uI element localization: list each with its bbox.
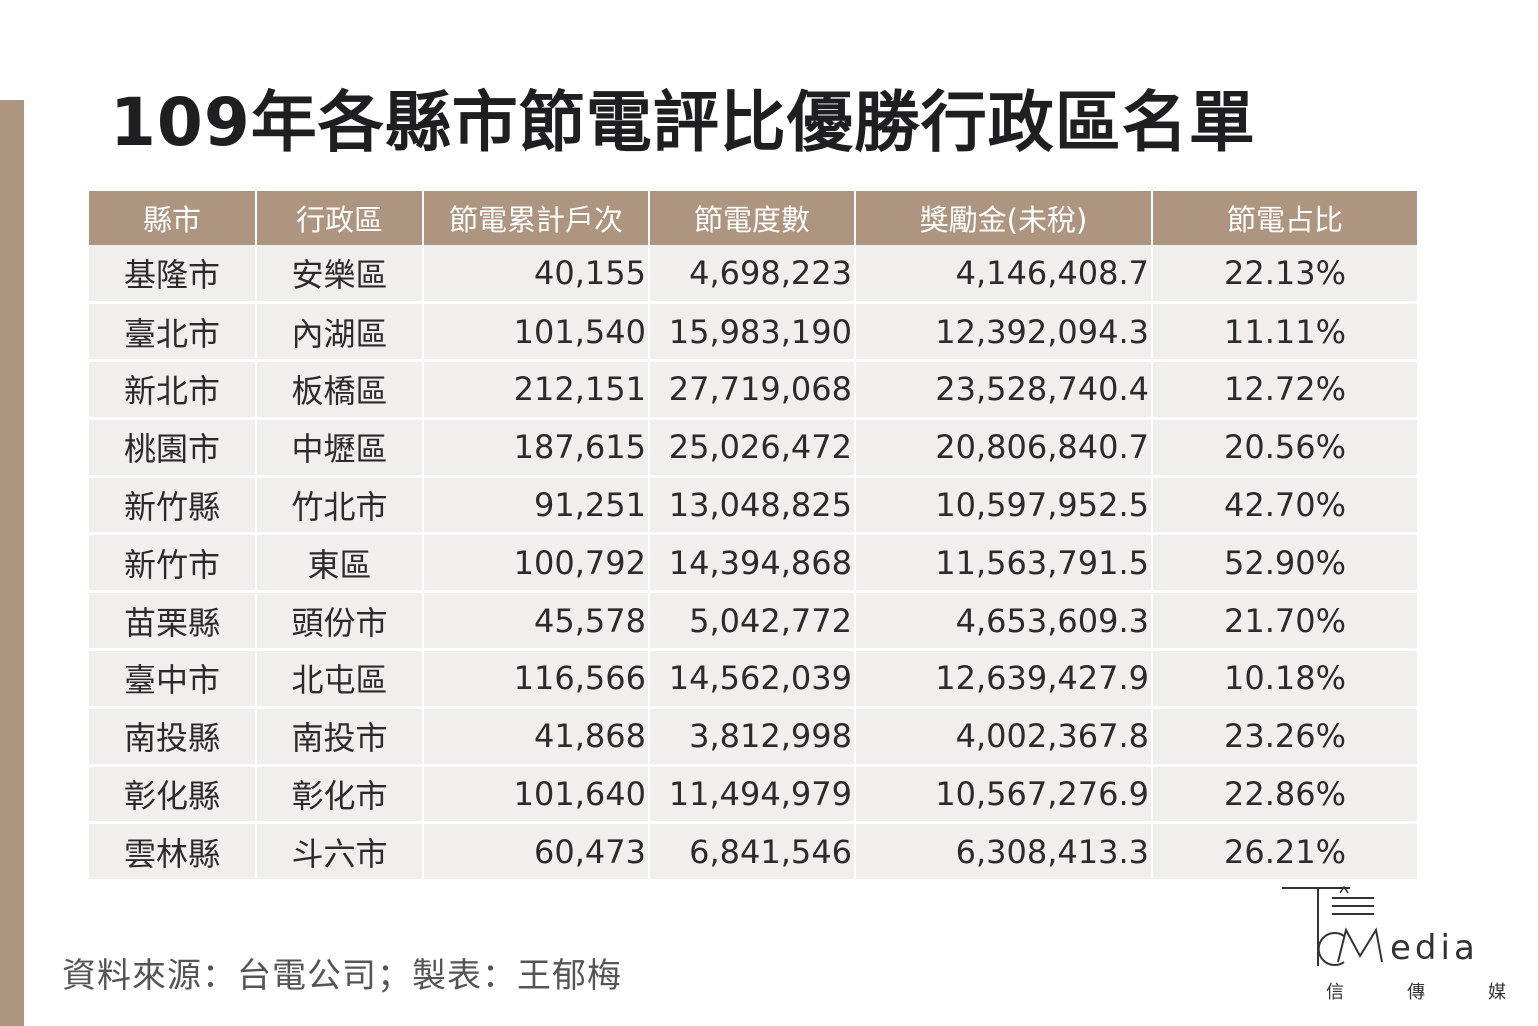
cell-county: 臺中市 [89, 649, 257, 709]
cell-bonus: 4,002,367.8 [855, 707, 1153, 767]
cell-county: 臺北市 [89, 302, 257, 363]
cell-kwh: 14,562,039 [649, 649, 856, 709]
cell-ratio: 52.90% [1152, 533, 1417, 594]
table-row: 臺北市 內湖區 101,540 15,983,190 12,392,094.3 11.11… [89, 302, 1417, 363]
cell-county: 新竹市 [89, 533, 257, 594]
cell-bonus: 10,597,952.5 [855, 476, 1153, 536]
logo-text: edia [1390, 928, 1479, 968]
source-footer: 資料來源：台電公司；製表：王郁梅 [62, 956, 622, 996]
media-logo-icon [1282, 886, 1383, 966]
cell-ratio: 23.26% [1152, 707, 1417, 767]
logo-subtitle: 信 傳 媒 [1326, 978, 1506, 1004]
cell-ratio: 12.72% [1152, 360, 1417, 420]
side-accent-bar [0, 100, 24, 1026]
cell-bonus: 4,146,408.7 [855, 245, 1153, 305]
cell-district: 東區 [256, 533, 424, 594]
cell-households: 100,792 [423, 533, 650, 594]
cell-bonus: 23,528,740.4 [855, 360, 1153, 420]
logo-sub-char: 媒 [1488, 982, 1506, 1003]
results-table-container: 縣市 行政區 節電累計戶次 節電度數 獎勵金(未稅) 節電占比 基隆市 安樂區 40… [89, 191, 1417, 883]
cell-bonus: 6,308,413.3 [855, 822, 1153, 883]
cell-bonus: 12,392,094.3 [855, 302, 1153, 363]
results-table: 縣市 行政區 節電累計戶次 節電度數 獎勵金(未稅) 節電占比 基隆市 安樂區 40… [89, 191, 1417, 883]
cell-households: 60,473 [423, 822, 650, 883]
cell-county: 新北市 [89, 360, 257, 420]
cell-district: 中壢區 [256, 418, 424, 478]
cell-households: 41,868 [423, 707, 650, 767]
cell-county: 彰化縣 [89, 765, 257, 825]
header-bonus: 獎勵金(未稅) [855, 191, 1153, 245]
header-ratio: 節電占比 [1152, 191, 1417, 245]
cell-district: 竹北市 [256, 476, 424, 536]
cell-kwh: 15,983,190 [649, 302, 856, 363]
cell-ratio: 21.70% [1152, 591, 1417, 652]
table-row: 新竹市 東區 100,792 14,394,868 11,563,791.5 52.90% [89, 533, 1417, 594]
cell-district: 頭份市 [256, 591, 424, 652]
table-row: 基隆市 安樂區 40,155 4,698,223 4,146,408.7 22.13% [89, 245, 1417, 305]
cell-county: 基隆市 [89, 245, 257, 305]
cell-ratio: 10.18% [1152, 649, 1417, 709]
cell-kwh: 3,812,998 [649, 707, 856, 767]
cell-households: 101,540 [423, 302, 650, 363]
cell-ratio: 22.86% [1152, 765, 1417, 825]
cell-bonus: 4,653,609.3 [855, 591, 1153, 652]
cell-kwh: 6,841,546 [649, 822, 856, 883]
cell-district: 內湖區 [256, 302, 424, 363]
logo-sub-char: 傳 [1407, 982, 1425, 1003]
table-row: 桃園市 中壢區 187,615 25,026,472 20,806,840.7 20.56… [89, 418, 1417, 478]
cell-kwh: 13,048,825 [649, 476, 856, 536]
cell-county: 南投縣 [89, 707, 257, 767]
cell-kwh: 14,394,868 [649, 533, 856, 594]
cell-bonus: 20,806,840.7 [855, 418, 1153, 478]
cell-district: 北屯區 [256, 649, 424, 709]
table-row: 雲林縣 斗六市 60,473 6,841,546 6,308,413.3 26.21% [89, 822, 1417, 883]
cell-households: 187,615 [423, 418, 650, 478]
cell-households: 101,640 [423, 765, 650, 825]
cell-bonus: 12,639,427.9 [855, 649, 1153, 709]
cell-kwh: 11,494,979 [649, 765, 856, 825]
table-header-row: 縣市 行政區 節電累計戶次 節電度數 獎勵金(未稅) 節電占比 [89, 191, 1417, 245]
cell-households: 40,155 [423, 245, 650, 305]
cell-ratio: 42.70% [1152, 476, 1417, 536]
table-row: 苗栗縣 頭份市 45,578 5,042,772 4,653,609.3 21.70% [89, 591, 1417, 652]
cell-bonus: 10,567,276.9 [855, 765, 1153, 825]
cell-bonus: 11,563,791.5 [855, 533, 1153, 594]
cell-ratio: 22.13% [1152, 245, 1417, 305]
cell-county: 雲林縣 [89, 822, 257, 883]
logo-sub-char: 信 [1326, 982, 1344, 1003]
cell-district: 南投市 [256, 707, 424, 767]
cell-households: 45,578 [423, 591, 650, 652]
page-title: 109年各縣市節電評比優勝行政區名單 [110, 84, 1256, 161]
table-row: 臺中市 北屯區 116,566 14,562,039 12,639,427.9 10.18… [89, 649, 1417, 709]
table-row: 南投縣 南投市 41,868 3,812,998 4,002,367.8 23.26% [89, 707, 1417, 767]
cell-households: 212,151 [423, 360, 650, 420]
table-row: 新竹縣 竹北市 91,251 13,048,825 10,597,952.5 42.70% [89, 476, 1417, 536]
cell-kwh: 5,042,772 [649, 591, 856, 652]
cell-district: 彰化市 [256, 765, 424, 825]
header-county: 縣市 [89, 191, 257, 245]
table-body: 基隆市 安樂區 40,155 4,698,223 4,146,408.7 22.13% 臺北… [89, 245, 1417, 883]
cell-district: 安樂區 [256, 245, 424, 305]
cell-county: 苗栗縣 [89, 591, 257, 652]
cell-kwh: 25,026,472 [649, 418, 856, 478]
header-households: 節電累計戶次 [423, 191, 650, 245]
cell-ratio: 26.21% [1152, 822, 1417, 883]
table-row: 新北市 板橋區 212,151 27,719,068 23,528,740.4 12.72… [89, 360, 1417, 420]
cell-households: 91,251 [423, 476, 650, 536]
cell-kwh: 27,719,068 [649, 360, 856, 420]
cell-households: 116,566 [423, 649, 650, 709]
cell-district: 板橋區 [256, 360, 424, 420]
cell-district: 斗六市 [256, 822, 424, 883]
cell-county: 桃園市 [89, 418, 257, 478]
cell-ratio: 11.11% [1152, 302, 1417, 363]
cell-ratio: 20.56% [1152, 418, 1417, 478]
cell-county: 新竹縣 [89, 476, 257, 536]
cell-kwh: 4,698,223 [649, 245, 856, 305]
table-row: 彰化縣 彰化市 101,640 11,494,979 10,567,276.9 22.86… [89, 765, 1417, 825]
header-kwh: 節電度數 [649, 191, 856, 245]
header-district: 行政區 [256, 191, 424, 245]
